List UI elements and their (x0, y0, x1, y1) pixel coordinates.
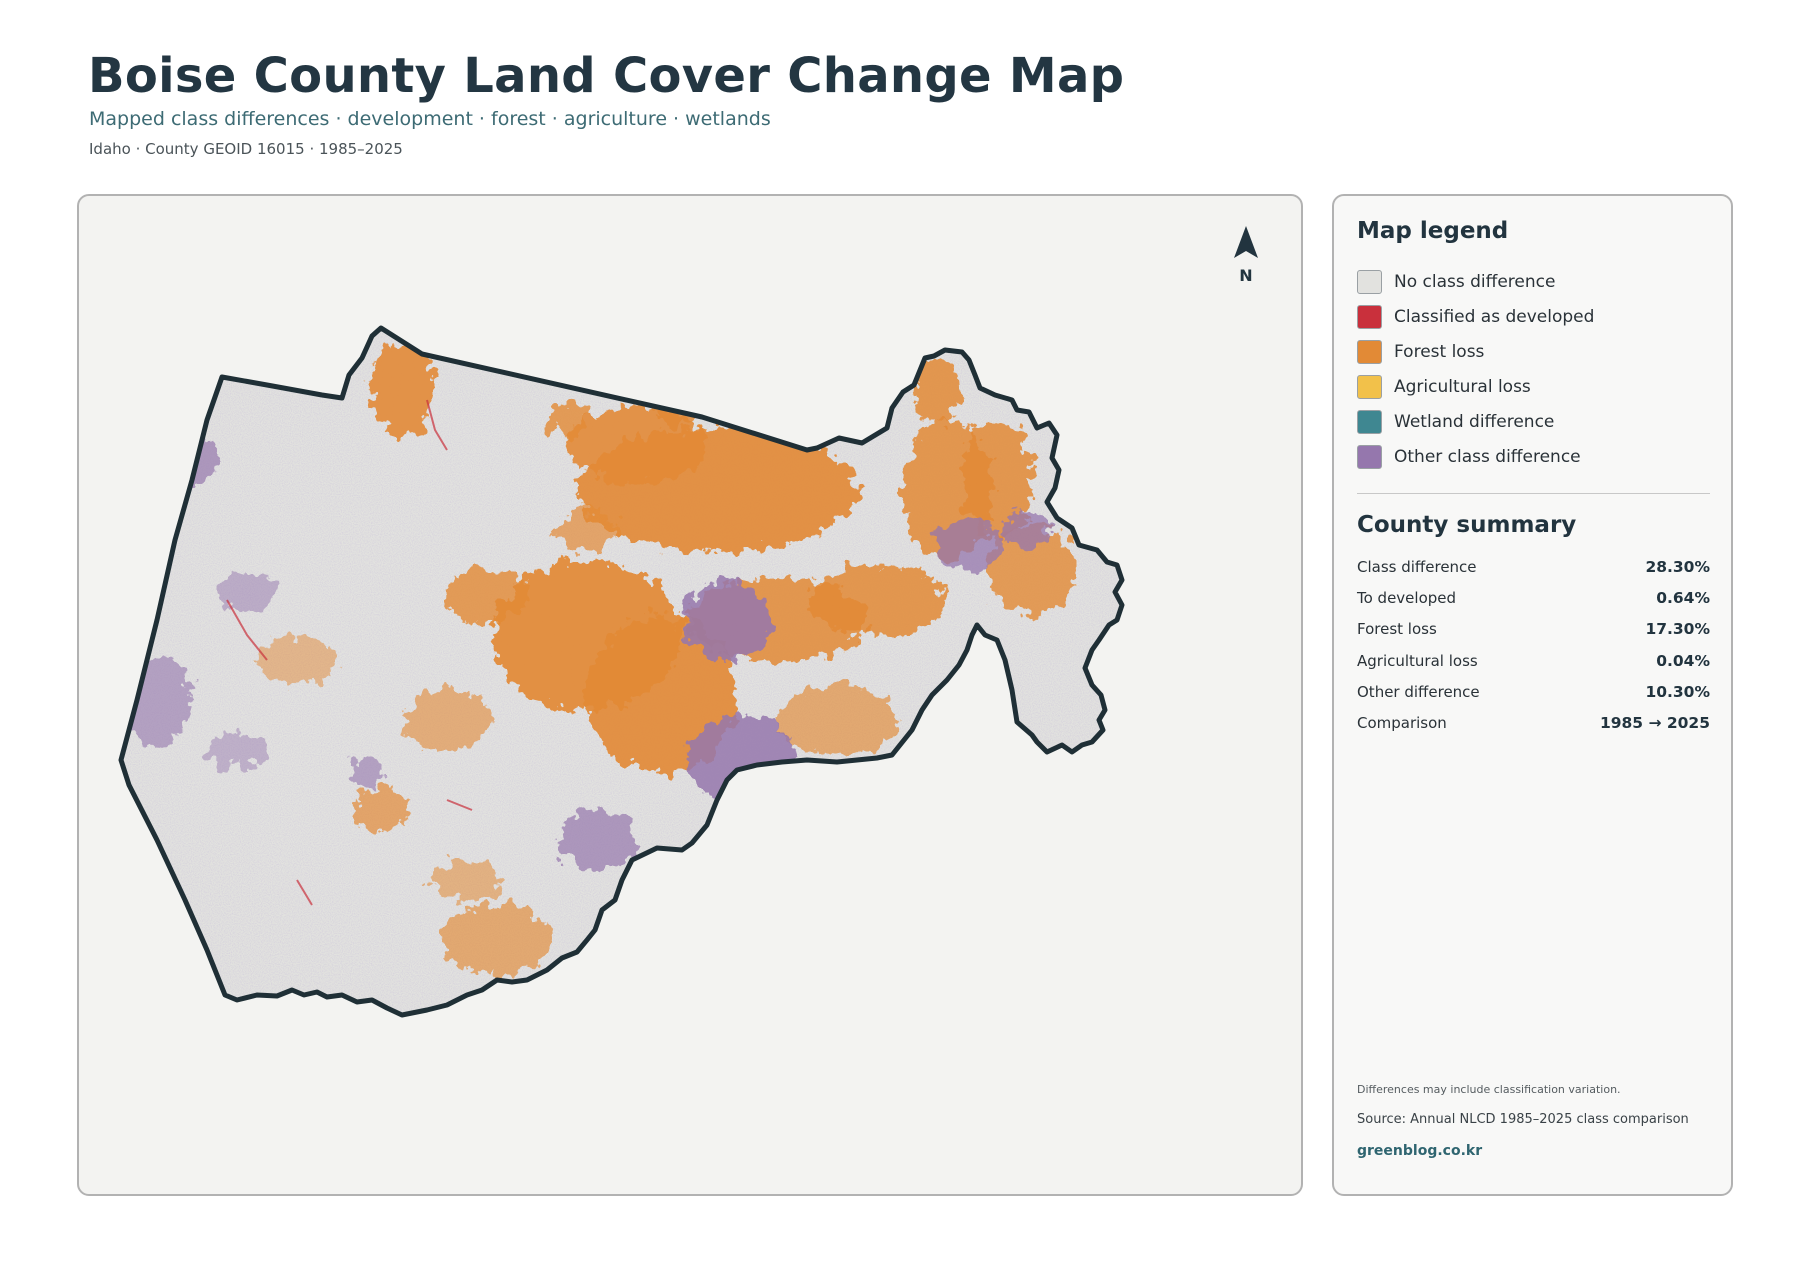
legend-swatch-agricultural-loss (1357, 374, 1382, 399)
summary-row: Comparison 1985 → 2025 (1357, 707, 1710, 738)
summary-key: Forest loss (1357, 620, 1437, 639)
legend-title: Map legend (1357, 218, 1509, 244)
legend-item: Other class difference (1357, 439, 1710, 474)
summary-key: To developed (1357, 588, 1457, 607)
panel-divider (1357, 493, 1710, 494)
page-title: Boise County Land Cover Change Map (88, 48, 1125, 104)
legend-item: No class difference (1357, 264, 1710, 299)
north-arrow: N (1228, 224, 1264, 285)
side-panel: Map legend No class difference Classifie… (1332, 194, 1733, 1196)
legend-swatch-no-difference (1357, 269, 1382, 294)
legend-label: Wetland difference (1394, 411, 1555, 432)
legend-swatch-wetland (1357, 409, 1382, 434)
north-label: N (1239, 266, 1253, 285)
legend-label: No class difference (1394, 271, 1556, 292)
source-credit: Source: Annual NLCD 1985–2025 class comp… (1357, 1112, 1689, 1127)
page-subtitle: Mapped class differences · development ·… (89, 108, 771, 130)
footnote: Differences may include classification v… (1357, 1083, 1621, 1096)
summary-row: Other difference 10.30% (1357, 676, 1710, 707)
summary-key: Agricultural loss (1357, 651, 1478, 670)
legend-label: Forest loss (1394, 341, 1485, 362)
legend-label: Agricultural loss (1394, 376, 1531, 397)
map-panel[interactable] (77, 194, 1303, 1196)
change-layer (121, 328, 1122, 1015)
developed-traces (226, 399, 473, 906)
county-map[interactable] (79, 196, 1303, 1196)
legend-item: Wetland difference (1357, 404, 1710, 439)
site-link[interactable]: greenblog.co.kr (1357, 1143, 1483, 1159)
summary-value: 0.64% (1656, 588, 1710, 607)
legend-list: No class difference Classified as develo… (1357, 264, 1710, 474)
summary-value: 28.30% (1645, 557, 1710, 576)
forest-loss-patches (257, 345, 1077, 975)
legend-swatch-forest-loss (1357, 339, 1382, 364)
legend-item: Agricultural loss (1357, 369, 1710, 404)
summary-row: To developed 0.64% (1357, 582, 1710, 613)
county-boundary (118, 325, 1125, 1018)
page-meta: Idaho · County GEOID 16015 · 1985–2025 (89, 140, 403, 158)
legend-label: Classified as developed (1394, 306, 1595, 327)
summary-key: Class difference (1357, 557, 1477, 576)
legend-swatch-developed (1357, 304, 1382, 329)
legend-item: Classified as developed (1357, 299, 1710, 334)
summary-value: 10.30% (1645, 682, 1710, 701)
summary-title: County summary (1357, 512, 1577, 538)
summary-value: 17.30% (1645, 620, 1710, 639)
summary-value: 1985 → 2025 (1599, 714, 1710, 733)
summary-key: Other difference (1357, 682, 1480, 701)
summary-key: Comparison (1357, 714, 1447, 733)
summary-list: Class difference 28.30% To developed 0.6… (1357, 551, 1710, 739)
summary-value: 0.04% (1656, 651, 1710, 670)
north-arrow-icon (1234, 226, 1258, 258)
summary-row: Agricultural loss 0.04% (1357, 645, 1710, 676)
summary-row: Class difference 28.30% (1357, 551, 1710, 582)
summary-row: Forest loss 17.30% (1357, 614, 1710, 645)
legend-swatch-other (1357, 444, 1382, 469)
legend-label: Other class difference (1394, 446, 1581, 467)
legend-item: Forest loss (1357, 334, 1710, 369)
